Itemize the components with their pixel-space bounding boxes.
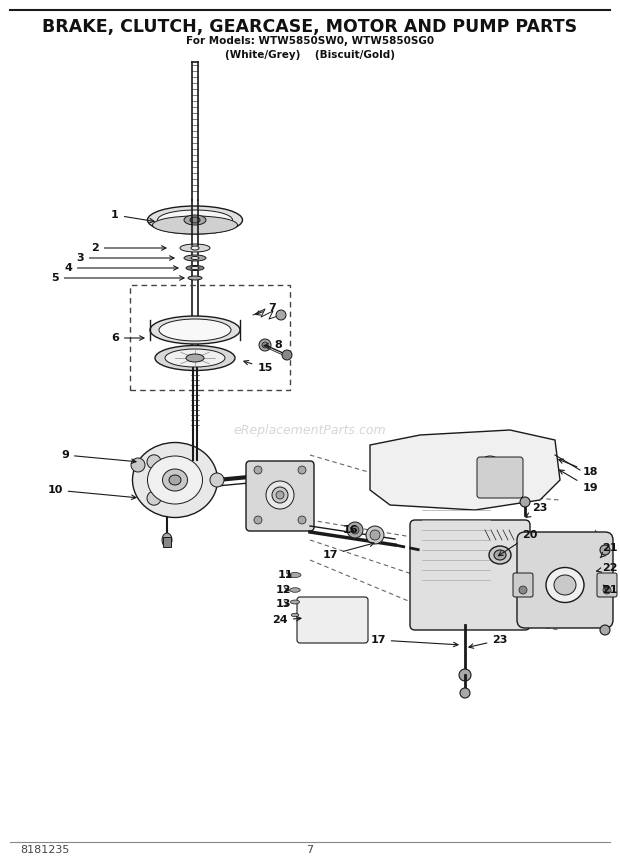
Circle shape	[460, 688, 470, 698]
Ellipse shape	[494, 550, 506, 560]
Text: 17: 17	[322, 542, 374, 560]
Ellipse shape	[184, 215, 206, 225]
Circle shape	[282, 350, 292, 360]
Circle shape	[210, 473, 224, 487]
Circle shape	[147, 455, 161, 469]
Text: 18: 18	[559, 459, 598, 477]
Circle shape	[254, 466, 262, 474]
Text: 7: 7	[306, 845, 314, 855]
Circle shape	[254, 516, 262, 524]
Ellipse shape	[554, 575, 576, 595]
Circle shape	[520, 497, 530, 507]
Text: 23: 23	[526, 503, 547, 517]
Ellipse shape	[186, 265, 204, 270]
Ellipse shape	[162, 469, 187, 491]
Ellipse shape	[180, 244, 210, 252]
Text: 12: 12	[275, 585, 291, 595]
Circle shape	[259, 339, 271, 351]
FancyBboxPatch shape	[477, 457, 523, 498]
Ellipse shape	[155, 346, 235, 371]
Ellipse shape	[276, 491, 284, 499]
Ellipse shape	[546, 568, 584, 603]
Text: 19: 19	[559, 470, 598, 493]
Ellipse shape	[289, 573, 301, 578]
FancyBboxPatch shape	[513, 573, 533, 597]
Text: BRAKE, CLUTCH, GEARCASE, MOTOR AND PUMP PARTS: BRAKE, CLUTCH, GEARCASE, MOTOR AND PUMP …	[42, 18, 578, 36]
FancyBboxPatch shape	[297, 597, 368, 643]
Text: 24: 24	[272, 615, 301, 625]
Text: (White/Grey)    (Biscuit/Gold): (White/Grey) (Biscuit/Gold)	[225, 50, 395, 60]
Ellipse shape	[165, 349, 225, 367]
Circle shape	[131, 458, 145, 472]
Circle shape	[600, 545, 610, 555]
Ellipse shape	[162, 533, 172, 547]
Bar	[163, 537, 171, 547]
Text: 8: 8	[264, 340, 282, 350]
Ellipse shape	[153, 216, 237, 234]
Circle shape	[459, 669, 471, 681]
Text: 13: 13	[275, 599, 291, 609]
Circle shape	[298, 516, 306, 524]
Text: 10: 10	[47, 485, 136, 499]
Ellipse shape	[150, 316, 240, 344]
Text: 7: 7	[255, 303, 276, 315]
Ellipse shape	[290, 588, 300, 592]
Circle shape	[262, 342, 268, 348]
Circle shape	[276, 310, 286, 320]
Ellipse shape	[184, 255, 206, 261]
FancyBboxPatch shape	[597, 573, 617, 597]
Text: eReplacementParts.com: eReplacementParts.com	[234, 424, 386, 437]
Ellipse shape	[169, 475, 181, 485]
Ellipse shape	[351, 526, 359, 534]
Ellipse shape	[159, 319, 231, 341]
FancyBboxPatch shape	[517, 532, 613, 628]
Text: 9: 9	[61, 450, 136, 463]
Ellipse shape	[186, 354, 204, 362]
Ellipse shape	[272, 487, 288, 503]
Ellipse shape	[191, 257, 199, 259]
Ellipse shape	[157, 210, 232, 230]
Text: 21: 21	[600, 543, 618, 558]
Text: 20: 20	[498, 530, 538, 556]
Ellipse shape	[291, 613, 299, 617]
Text: 21: 21	[602, 585, 618, 595]
Circle shape	[478, 456, 502, 480]
Text: 5: 5	[51, 273, 184, 283]
Polygon shape	[370, 430, 560, 510]
Text: 2: 2	[91, 243, 166, 253]
Text: 8181235: 8181235	[20, 845, 69, 855]
Ellipse shape	[191, 266, 199, 270]
Ellipse shape	[347, 522, 363, 538]
Circle shape	[519, 586, 527, 594]
Ellipse shape	[489, 546, 511, 564]
Ellipse shape	[370, 530, 380, 540]
Ellipse shape	[366, 526, 384, 544]
Text: 6: 6	[111, 333, 144, 343]
Ellipse shape	[188, 276, 202, 280]
Text: 3: 3	[76, 253, 174, 263]
Ellipse shape	[148, 206, 242, 234]
Text: For Models: WTW5850SW0, WTW5850SG0: For Models: WTW5850SW0, WTW5850SG0	[186, 36, 434, 46]
Circle shape	[603, 586, 611, 594]
Ellipse shape	[191, 246, 199, 250]
Ellipse shape	[266, 481, 294, 509]
Circle shape	[298, 466, 306, 474]
Text: 16: 16	[342, 525, 358, 535]
Text: 1: 1	[111, 210, 154, 223]
Text: 23: 23	[469, 635, 508, 648]
Text: 22: 22	[596, 563, 618, 573]
Text: 17: 17	[370, 635, 458, 647]
Text: 4: 4	[64, 263, 178, 273]
Text: 11: 11	[277, 570, 293, 580]
Circle shape	[600, 625, 610, 635]
FancyBboxPatch shape	[246, 461, 314, 531]
Circle shape	[147, 491, 161, 505]
Ellipse shape	[133, 443, 218, 518]
Text: 15: 15	[244, 360, 273, 373]
Bar	[130, 285, 290, 390]
Ellipse shape	[148, 456, 203, 504]
FancyBboxPatch shape	[410, 520, 530, 630]
Ellipse shape	[291, 600, 299, 604]
Ellipse shape	[190, 217, 200, 223]
